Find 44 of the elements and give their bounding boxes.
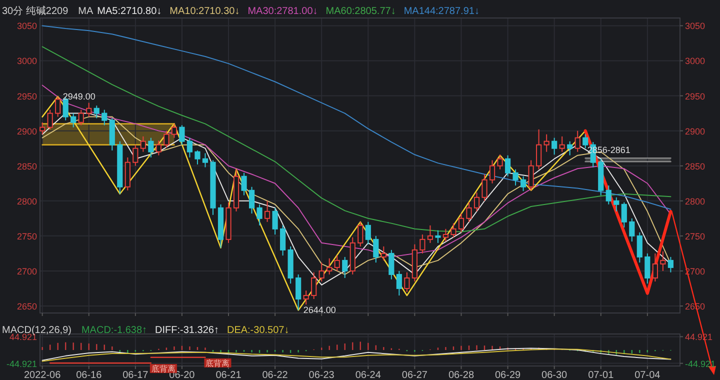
x-tick-label: 06-22 — [262, 370, 288, 380]
y2-tick-label: 3050 — [685, 21, 706, 32]
y2-tick-label: 3000 — [685, 56, 706, 66]
series-label: DEA:-30.507↓ — [226, 325, 290, 336]
text: MA5:2710.80↓ — [97, 6, 162, 17]
x-tick-label: 06-17 — [122, 370, 149, 380]
x-tick-label: 06-24 — [355, 370, 382, 380]
y-tick-label: -44.921 — [6, 358, 37, 369]
x-tick-label: 06-30 — [542, 370, 568, 380]
x-tick-label: 06-27 — [402, 370, 428, 380]
text: MA60:2805.77↓ — [326, 6, 396, 17]
data-label: 底背离 — [151, 364, 176, 374]
x-tick-label: 06-29 — [494, 370, 522, 380]
x-tick-label: 06-28 — [448, 370, 474, 380]
y2-tick-label: 2750 — [685, 231, 706, 242]
x-tick-label: 06-16 — [76, 370, 102, 380]
text: MA30:2781.00↓ — [248, 6, 318, 17]
text: MA144:2787.91↓ — [404, 6, 480, 17]
y2-tick-label: 2800 — [685, 196, 706, 206]
series-label: MACD:-1.638↑ — [81, 325, 148, 336]
x-tick-label: 2022-06 — [24, 370, 62, 380]
series-label: DIFF:-31.326↑ — [155, 325, 219, 336]
y-tick-label: 2700 — [16, 266, 37, 276]
data-label: 底背离 — [206, 358, 230, 368]
y-tick-label: 2950 — [16, 91, 37, 102]
y-tick-label: 2750 — [16, 231, 37, 242]
y2-tick-label: 2950 — [685, 91, 706, 102]
y-tick-label: 3000 — [16, 56, 37, 66]
x-tick-label: 07-04 — [634, 370, 661, 380]
x-tick-label: 06-21 — [216, 370, 242, 380]
y-tick-label: 2800 — [16, 196, 37, 206]
chart-title: 30分 纯碱2209 — [2, 5, 69, 17]
data-label: 2949.00 — [62, 91, 96, 102]
y-tick-label: 2650 — [16, 301, 37, 312]
data-label: 2644.00 — [303, 305, 336, 316]
y-tick-label: 2850 — [16, 161, 37, 172]
y2-tick-label: 2900 — [685, 126, 706, 136]
legend-title: MA — [78, 6, 94, 17]
text: MA10:2710.30↓ — [170, 6, 240, 17]
x-tick-label: 06-23 — [308, 370, 335, 380]
y-tick-label: 3050 — [16, 21, 37, 32]
y-tick-label: 2900 — [16, 126, 37, 136]
y2-tick-label: 2850 — [685, 161, 706, 172]
x-tick-label: 07-01 — [588, 370, 614, 380]
